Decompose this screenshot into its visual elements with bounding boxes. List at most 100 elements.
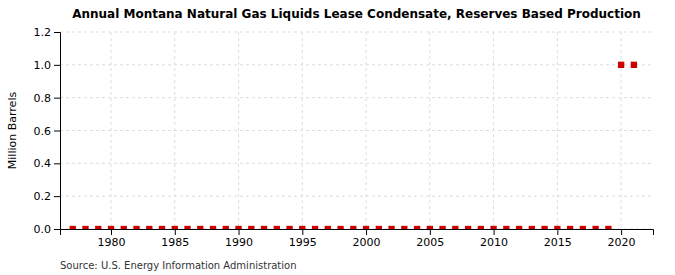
point <box>554 226 560 229</box>
x-tick-label: 2005 <box>416 236 444 249</box>
point <box>414 226 420 229</box>
grid-line-y <box>60 64 653 65</box>
grid-line-x <box>557 32 558 229</box>
grid-line-x <box>238 32 239 229</box>
x-tick-mark <box>302 229 303 235</box>
x-tick-label: 1990 <box>225 236 253 249</box>
y-tick-label: 0.8 <box>34 92 52 105</box>
x-tick-mark <box>239 229 240 235</box>
point <box>350 226 356 229</box>
y-axis: 0.0 0.2 0.4 0.6 0.8 1.0 1.2 <box>34 26 61 236</box>
y-tick: 0.4 <box>34 157 61 170</box>
point <box>159 226 165 229</box>
point <box>312 226 318 229</box>
y-tick-mark <box>54 98 60 99</box>
x-tick-mark <box>366 229 367 235</box>
y-tick: 0.2 <box>34 190 61 203</box>
point <box>299 226 305 229</box>
y-tick: 0.6 <box>34 125 61 138</box>
point <box>478 226 484 229</box>
x-axis: 1980 1985 1990 1995 2000 2005 2010 2015 2020 <box>61 229 654 249</box>
y-tick-mark <box>54 131 60 132</box>
x-axis-line <box>61 230 654 236</box>
point <box>388 226 394 229</box>
x-tick: 1990 <box>225 229 253 249</box>
point <box>490 226 496 229</box>
point <box>121 226 127 229</box>
point <box>210 226 216 229</box>
y-tick: 0.8 <box>34 92 61 105</box>
x-tick: 2000 <box>353 229 381 249</box>
x-tick-label: 1985 <box>161 236 189 249</box>
y-axis-title: Million Barrels <box>6 92 19 170</box>
point <box>427 226 433 229</box>
points <box>70 62 637 229</box>
point <box>541 226 547 229</box>
grid-line-x <box>429 32 430 229</box>
x-tick-label: 2020 <box>608 236 636 249</box>
point <box>261 226 267 229</box>
grid-line-y <box>60 32 653 33</box>
point <box>197 226 203 229</box>
point <box>580 226 586 229</box>
point <box>529 226 535 229</box>
point <box>146 226 152 229</box>
point <box>439 226 445 229</box>
y-tick: 1.0 <box>34 59 61 72</box>
x-tick-label: 2000 <box>353 236 381 249</box>
y-tick-label: 0.0 <box>34 223 52 236</box>
x-tick-mark <box>175 229 176 235</box>
point <box>82 226 88 229</box>
x-tick: 2010 <box>480 229 508 249</box>
point <box>95 226 101 229</box>
x-tick-mark <box>430 229 431 235</box>
x-tick-mark <box>111 229 112 235</box>
x-tick: 1985 <box>161 229 189 249</box>
point <box>503 226 509 229</box>
x-tick: 1980 <box>98 229 126 249</box>
y-tick-label: 1.2 <box>34 26 52 39</box>
y-tick-mark <box>54 32 60 33</box>
point <box>108 226 114 229</box>
point <box>592 226 598 229</box>
annotation: Source: U.S. Energy Information Administ… <box>60 260 297 271</box>
point <box>567 226 573 229</box>
grid-line-y <box>60 196 653 197</box>
point <box>376 226 382 229</box>
y-tick-label: 0.6 <box>34 125 52 138</box>
x-tick-mark <box>494 229 495 235</box>
y-tick-mark <box>54 229 60 230</box>
y-tick-label: 0.2 <box>34 190 52 203</box>
point <box>274 226 280 229</box>
point <box>363 226 369 229</box>
y-tick-label: 1.0 <box>34 59 52 72</box>
y-tick: 1.2 <box>34 26 61 39</box>
point <box>235 226 241 229</box>
point <box>325 226 331 229</box>
x-tick-label: 2010 <box>480 236 508 249</box>
grid-line-y <box>60 97 653 98</box>
point <box>337 226 343 229</box>
y-tick-mark <box>54 65 60 66</box>
x-tick-mark <box>621 229 622 235</box>
x-tick-label: 1980 <box>98 236 126 249</box>
x-tick: 2005 <box>416 229 444 249</box>
x-tick: 2015 <box>544 229 572 249</box>
x-tick: 1995 <box>289 229 317 249</box>
point <box>452 226 458 229</box>
y-tick-mark <box>54 196 60 197</box>
y-tick: 0.0 <box>34 223 61 236</box>
chart: 1980198519901995200020052010201520200.00… <box>0 0 675 275</box>
grid-line-y <box>60 163 653 164</box>
point <box>516 226 522 229</box>
y-tick-mark <box>54 163 60 164</box>
x-tick-label: 2015 <box>544 236 572 249</box>
point <box>401 226 407 229</box>
x-tick-mark <box>557 229 558 235</box>
point <box>70 226 76 229</box>
grid <box>60 32 653 229</box>
point <box>133 226 139 229</box>
grid-line-y <box>60 130 653 131</box>
x-tick-label: 1995 <box>289 236 317 249</box>
point <box>465 226 471 229</box>
